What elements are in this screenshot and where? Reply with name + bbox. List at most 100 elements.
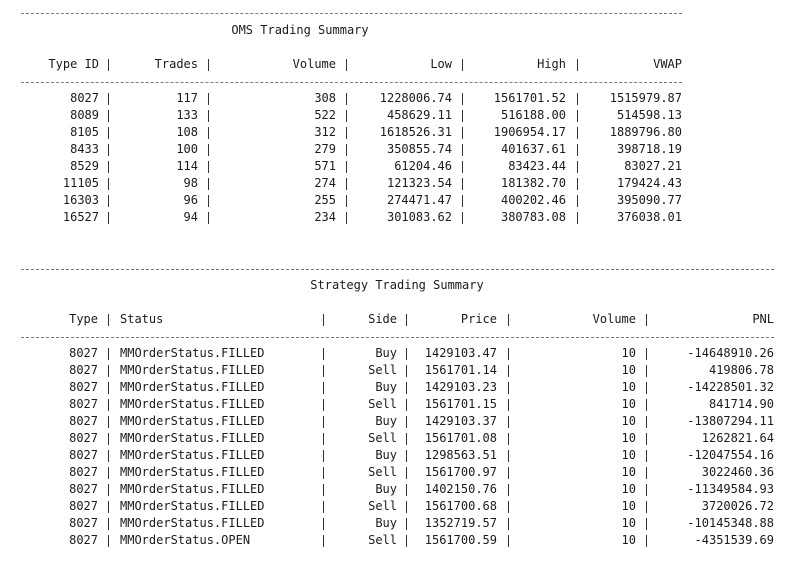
- column-divider: [577, 127, 578, 139]
- column-divider: [508, 399, 509, 411]
- column-divider: [208, 195, 209, 207]
- column-divider: [406, 382, 407, 394]
- oms-high: 380783.08: [500, 210, 566, 224]
- column-divider: [323, 348, 324, 360]
- oms-vwap: 1515979.87: [609, 91, 682, 105]
- strategy-price: 1429103.23: [424, 380, 497, 394]
- strategy-side: Sell: [368, 499, 397, 513]
- strategy-header-pnl: PNL: [752, 312, 774, 326]
- column-divider: [346, 93, 347, 105]
- strategy-volume: 10: [621, 499, 636, 513]
- oms-header-trades: Trades: [154, 57, 198, 71]
- strategy-type: 8027: [69, 465, 98, 479]
- column-divider: [108, 382, 109, 394]
- oms-trades: 133: [176, 108, 198, 122]
- oms-type-id: 8529: [70, 159, 99, 173]
- column-divider: [508, 348, 509, 360]
- column-divider: [508, 467, 509, 479]
- column-divider: [406, 365, 407, 377]
- column-divider: [346, 178, 347, 190]
- strategy-status: MMOrderStatus.FILLED: [120, 482, 265, 496]
- oms-low: 1618526.31: [379, 125, 452, 139]
- strategy-header-type: Type: [69, 312, 98, 326]
- oms-header-vwap: VWAP: [653, 57, 682, 71]
- oms-table-title: OMS Trading Summary: [231, 23, 369, 37]
- strategy-type: 8027: [69, 516, 98, 530]
- oms-header-low: Low: [430, 57, 452, 71]
- column-divider: [508, 535, 509, 547]
- strategy-price: 1561700.59: [424, 533, 497, 547]
- strategy-header-status: Status: [120, 312, 164, 326]
- column-divider: [346, 59, 347, 71]
- column-divider: [508, 433, 509, 445]
- oms-high: 401637.61: [500, 142, 566, 156]
- strategy-pnl: -10145348.88: [687, 516, 774, 530]
- oms-low: 274471.47: [386, 193, 452, 207]
- column-divider: [646, 535, 647, 547]
- strategy-side: Sell: [368, 397, 397, 411]
- strategy-top-separator: [21, 269, 774, 270]
- strategy-price: 1561700.97: [424, 465, 497, 479]
- oms-trades: 98: [183, 176, 198, 190]
- column-divider: [208, 212, 209, 224]
- column-divider: [577, 93, 578, 105]
- column-divider: [508, 365, 509, 377]
- column-divider: [646, 416, 647, 428]
- column-divider: [508, 450, 509, 462]
- column-divider: [646, 501, 647, 513]
- strategy-volume: 10: [621, 346, 636, 360]
- column-divider: [208, 161, 209, 173]
- strategy-type: 8027: [69, 448, 98, 462]
- column-divider: [108, 212, 109, 224]
- column-divider: [646, 467, 647, 479]
- oms-vwap: 83027.21: [624, 159, 682, 173]
- oms-high: 516188.00: [500, 108, 566, 122]
- oms-trades: 108: [176, 125, 198, 139]
- column-divider: [108, 518, 109, 530]
- column-divider: [646, 399, 647, 411]
- column-divider: [323, 535, 324, 547]
- strategy-type: 8027: [69, 414, 98, 428]
- strategy-side: Buy: [375, 516, 397, 530]
- column-divider: [108, 110, 109, 122]
- column-divider: [208, 59, 209, 71]
- strategy-volume: 10: [621, 431, 636, 445]
- strategy-header-price: Price: [460, 312, 497, 326]
- column-divider: [108, 399, 109, 411]
- strategy-price: 1561701.08: [424, 431, 497, 445]
- oms-type-id: 16527: [62, 210, 99, 224]
- strategy-status: MMOrderStatus.FILLED: [120, 465, 265, 479]
- strategy-volume: 10: [621, 482, 636, 496]
- oms-high: 83423.44: [508, 159, 566, 173]
- strategy-side: Buy: [375, 380, 397, 394]
- column-divider: [208, 127, 209, 139]
- strategy-volume: 10: [621, 363, 636, 377]
- strategy-status: MMOrderStatus.FILLED: [120, 380, 265, 394]
- strategy-price: 1429103.47: [424, 346, 497, 360]
- column-divider: [108, 314, 109, 326]
- strategy-side: Buy: [375, 448, 397, 462]
- column-divider: [323, 501, 324, 513]
- strategy-volume: 10: [621, 397, 636, 411]
- column-divider: [508, 416, 509, 428]
- oms-volume: 255: [314, 193, 336, 207]
- strategy-pnl: -12047554.16: [687, 448, 774, 462]
- column-divider: [323, 314, 324, 326]
- column-divider: [462, 127, 463, 139]
- column-divider: [346, 161, 347, 173]
- column-divider: [406, 348, 407, 360]
- column-divider: [323, 399, 324, 411]
- strategy-price: 1561700.68: [424, 499, 497, 513]
- strategy-volume: 10: [621, 380, 636, 394]
- strategy-pnl: 1262821.64: [701, 431, 774, 445]
- column-divider: [208, 178, 209, 190]
- oms-low: 121323.54: [386, 176, 452, 190]
- column-divider: [462, 161, 463, 173]
- strategy-pnl: -11349584.93: [687, 482, 774, 496]
- strategy-side: Sell: [368, 533, 397, 547]
- column-divider: [108, 161, 109, 173]
- oms-header-high: High: [537, 57, 566, 71]
- oms-header-volume: Volume: [292, 57, 336, 71]
- oms-volume: 312: [314, 125, 336, 139]
- column-divider: [406, 450, 407, 462]
